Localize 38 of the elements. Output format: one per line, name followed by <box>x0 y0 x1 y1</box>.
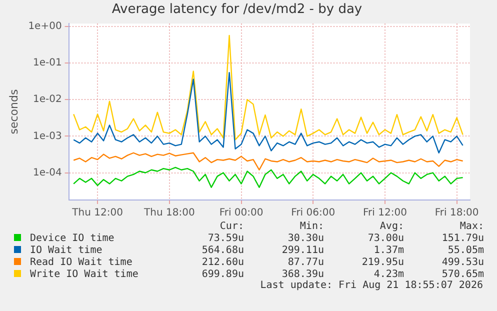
text: Max: <box>458 220 484 232</box>
text: 699.89u <box>200 268 244 280</box>
x-tick-label: Thu 12:00 <box>71 208 123 219</box>
text: 30.30u <box>286 232 324 244</box>
text: 299.11u <box>280 244 324 256</box>
text: 212.60u <box>200 256 244 268</box>
text: 73.00u <box>366 232 404 244</box>
text: 368.39u <box>280 268 324 280</box>
text: 570.65m <box>440 268 484 280</box>
x-tick-label: Fri 06:00 <box>291 208 336 219</box>
x-tick-label: Fri 12:00 <box>363 208 407 219</box>
text: 499.53u <box>440 256 484 268</box>
x-tick-label: Thu 18:00 <box>143 208 195 219</box>
text: 73.59u <box>206 232 244 244</box>
chart-title: Average latency for /dev/md2 - by day <box>112 2 362 18</box>
text: 564.68u <box>200 244 244 256</box>
text: Avg: <box>378 220 404 232</box>
y-tick-label: 1e+00 <box>28 21 62 32</box>
text: 1.37m <box>372 244 404 256</box>
y-tick-label: 1e-03 <box>32 130 62 142</box>
text: Last update: Fri Aug 21 18:55:07 2026 <box>259 280 483 291</box>
text: 87.77u <box>286 256 324 268</box>
y-tick-label: 1e-02 <box>32 94 62 106</box>
legend-label: IO Wait time <box>29 244 104 256</box>
y-tick-label: 1e-01 <box>32 58 62 69</box>
y-axis-title: seconds <box>7 89 20 134</box>
x-tick-label: Fri 18:00 <box>434 208 479 219</box>
legend-label: Read IO Wait time <box>29 256 134 268</box>
legend-label: Device IO time <box>29 232 116 244</box>
x-tick-label: Fri 00:00 <box>219 208 264 219</box>
text: 151.79u <box>440 232 484 244</box>
text: 55.05m <box>446 244 484 256</box>
text: Cur: <box>218 220 244 232</box>
legend-label: Write IO Wait time <box>29 268 140 280</box>
text: Min: <box>298 220 324 232</box>
y-tick-label: 1e-04 <box>32 167 62 178</box>
text: 219.95u <box>360 256 404 268</box>
text: 4.23m <box>372 268 404 280</box>
